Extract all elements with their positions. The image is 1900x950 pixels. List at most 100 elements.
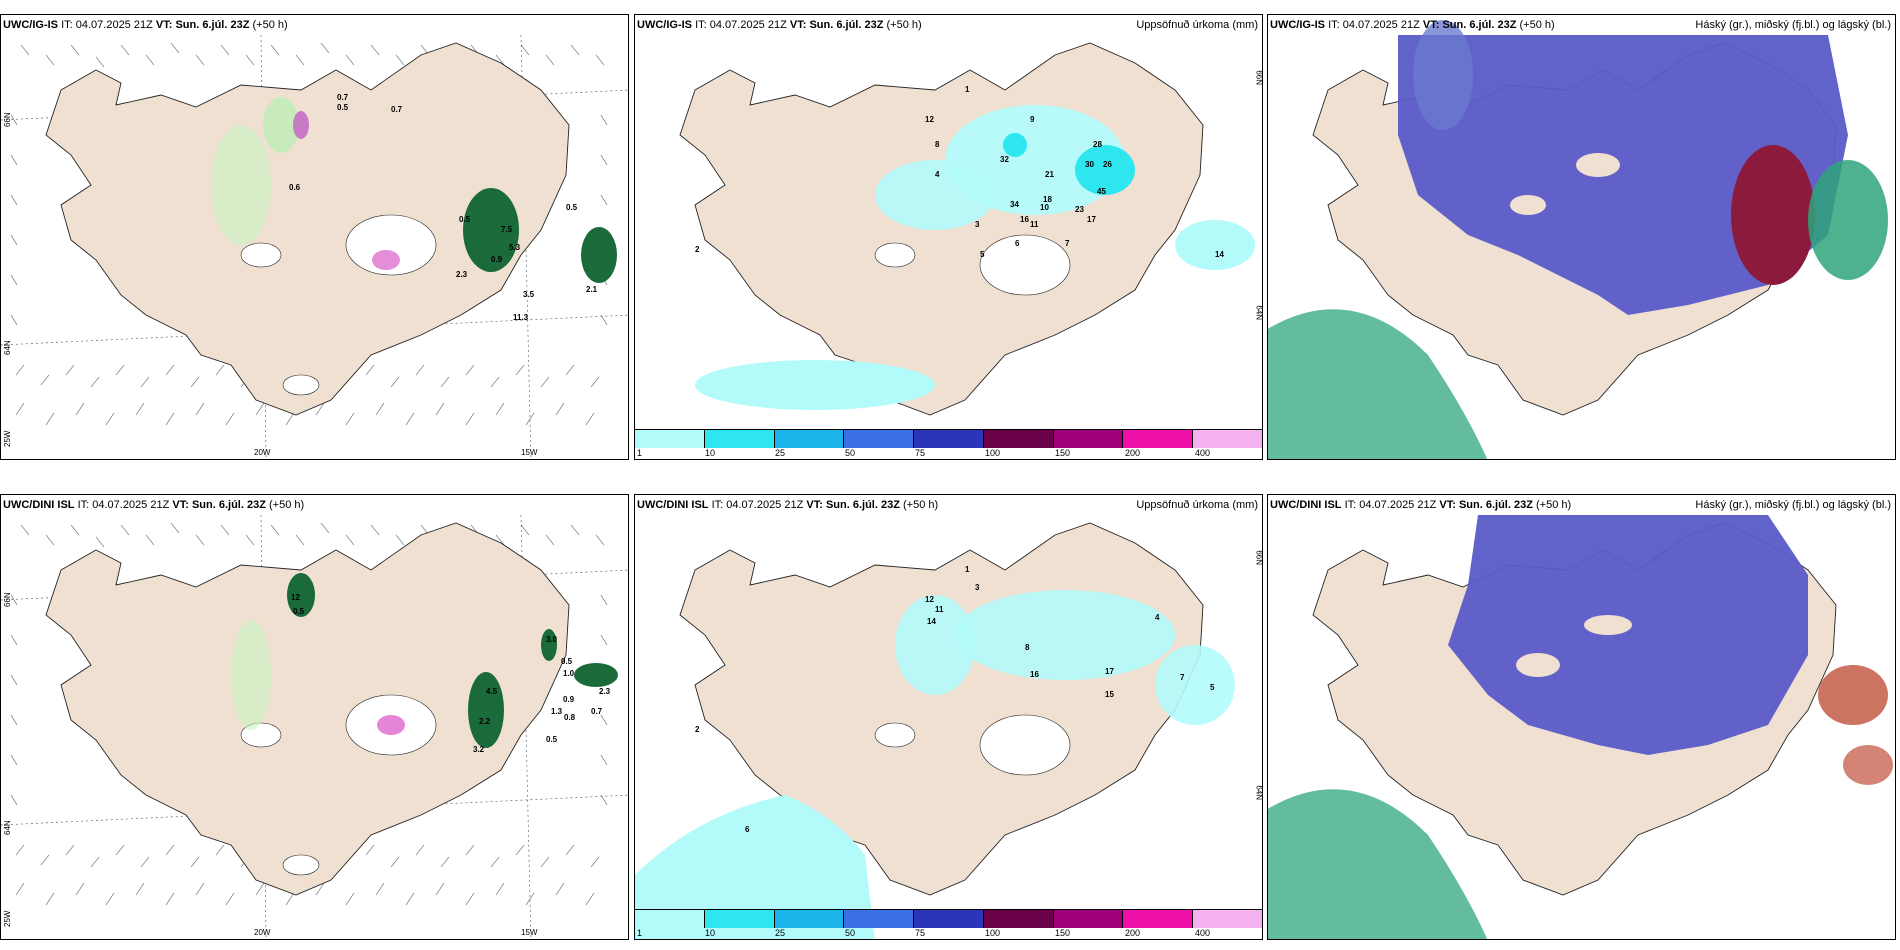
lat-label-66n: 66N (3, 112, 12, 127)
wind-value: 0.5 (561, 657, 573, 666)
precip-value: 7 (1180, 673, 1185, 682)
precip-value: 12 (925, 595, 934, 604)
wind-value: 2.3 (599, 687, 611, 696)
cbar-tick: 400 (1195, 448, 1211, 458)
precip-value: 11 (1030, 220, 1039, 229)
cbar-seg (1193, 430, 1262, 448)
lat-label-25w: 25W (3, 430, 12, 447)
panel-header: UWC/IG-IS IT: 04.07.2025 21Z VT: Sun. 6.… (3, 19, 288, 31)
precip-value: 6 (1015, 239, 1020, 248)
cbar-tick: 25 (775, 928, 786, 938)
precip-value: 16 (1030, 670, 1039, 679)
lat-label-64n-right: 64N (1255, 305, 1263, 320)
wind-value: 1.3 (551, 707, 563, 716)
precip-value: 14 (927, 617, 936, 626)
wind-value: 3.2 (473, 745, 485, 754)
lat-label-64n-right: 64N (1255, 785, 1263, 800)
cbar-seg (1053, 910, 1124, 928)
cloud-title: Háský (gr.), miðský (fj.bl.) og lágský (… (1695, 19, 1891, 31)
wind-panel-dini: UWC/DINI ISL IT: 04.07.2025 21Z VT: Sun.… (0, 494, 629, 940)
wind-value: 2.2 (479, 717, 491, 726)
lon-label-20w: 20W (254, 928, 271, 937)
panel-header: UWC/DINI ISL IT: 04.07.2025 21Z VT: Sun.… (637, 499, 939, 511)
precip-value: 26 (1103, 160, 1112, 169)
lon-label-20w: 20W (254, 448, 271, 457)
panel-header: UWC/IG-IS IT: 04.07.2025 21Z VT: Sun. 6.… (637, 19, 922, 31)
wind-value: 0.5 (337, 103, 349, 112)
cbar-seg (1123, 430, 1194, 448)
precip-value: 34 (1010, 200, 1019, 209)
precip-colorbar: 1 10 25 50 75 100 150 200 400 (635, 909, 1262, 939)
precip-value: 32 (1000, 155, 1009, 164)
precip-value: 45 (1097, 187, 1106, 196)
cbar-tick: 400 (1195, 928, 1211, 938)
cbar-tick: 1 (637, 928, 643, 938)
cbar-seg (844, 430, 915, 448)
cbar-seg (1123, 910, 1194, 928)
cloud-map-dini (1268, 515, 1893, 939)
wind-value: 0.5 (566, 203, 578, 212)
lat-label-64n: 64N (3, 820, 12, 835)
precip-value: 4 (1155, 613, 1160, 622)
precip-value: 17 (1105, 667, 1114, 676)
wind-value: 2.1 (586, 285, 598, 294)
lat-label-64n: 64N (3, 340, 12, 355)
precip-value: 1 (965, 565, 970, 574)
cbar-seg (635, 430, 705, 448)
precip-value: 28 (1093, 140, 1102, 149)
cbar-seg (914, 910, 984, 928)
cbar-tick: 50 (845, 928, 856, 938)
wind-value: 1.0 (563, 669, 575, 678)
wind-value: 3.5 (523, 290, 535, 299)
cloud-panel-dini: UWC/DINI ISL IT: 04.07.2025 21Z VT: Sun.… (1267, 494, 1896, 940)
wind-panel-igis: UWC/IG-IS IT: 04.07.2025 21Z VT: Sun. 6.… (0, 14, 629, 460)
precip-value: 12 (925, 115, 934, 124)
cbar-seg (1193, 910, 1262, 928)
cbar-seg (983, 910, 1054, 928)
cloud-panel-igis: UWC/IG-IS IT: 04.07.2025 21Z VT: Sun. 6.… (1267, 14, 1896, 460)
cbar-seg (983, 430, 1054, 448)
wind-value: 0.7 (391, 105, 403, 114)
wind-value: 0.9 (491, 255, 503, 264)
precip-value: 18 (1043, 195, 1052, 204)
precip-value: 8 (935, 140, 940, 149)
cloud-title: Háský (gr.), miðský (fj.bl.) og lágský (… (1695, 499, 1891, 511)
wind-value: 0.7 (337, 93, 349, 102)
cbar-tick: 50 (845, 448, 856, 458)
wind-value: 0.5 (459, 215, 471, 224)
cbar-seg (1053, 430, 1124, 448)
lat-label-25w: 25W (3, 910, 12, 927)
cbar-seg (635, 910, 705, 928)
precip-value: 6 (745, 825, 750, 834)
wind-value: 3.0 (546, 635, 558, 644)
panel-header: UWC/DINI ISL IT: 04.07.2025 21Z VT: Sun.… (1270, 499, 1572, 511)
precip-value: 9 (1030, 115, 1035, 124)
cbar-tick: 75 (915, 448, 926, 458)
cloud-map-igis (1268, 20, 1888, 459)
cbar-tick: 150 (1055, 448, 1071, 458)
cbar-tick: 150 (1055, 928, 1071, 938)
precip-value: 11 (935, 605, 944, 614)
cbar-tick: 1 (637, 448, 643, 458)
wind-value: 12 (291, 593, 300, 602)
cbar-seg (704, 910, 775, 928)
precip-value: 1 (965, 85, 970, 94)
cbar-tick: 75 (915, 928, 926, 938)
wind-map-igis (1, 34, 628, 459)
wind-value: 5.3 (509, 243, 521, 252)
wind-value: 4.5 (486, 687, 498, 696)
panel-header: UWC/IG-IS IT: 04.07.2025 21Z VT: Sun. 6.… (1270, 19, 1555, 31)
precip-value: 10 (1040, 203, 1049, 212)
cbar-seg (774, 430, 845, 448)
precip-value: 30 (1085, 160, 1094, 169)
wind-value: 11.3 (513, 313, 529, 322)
precip-value: 16 (1020, 215, 1029, 224)
precip-value: 4 (935, 170, 940, 179)
precip-value: 5 (980, 250, 985, 259)
precip-map-dini (635, 522, 1235, 939)
cbar-tick: 25 (775, 448, 786, 458)
lat-label-66n-right: 66N (1255, 550, 1263, 565)
lat-label-66n: 66N (3, 592, 12, 607)
precip-value: 2 (695, 725, 700, 734)
precip-value: 17 (1087, 215, 1096, 224)
